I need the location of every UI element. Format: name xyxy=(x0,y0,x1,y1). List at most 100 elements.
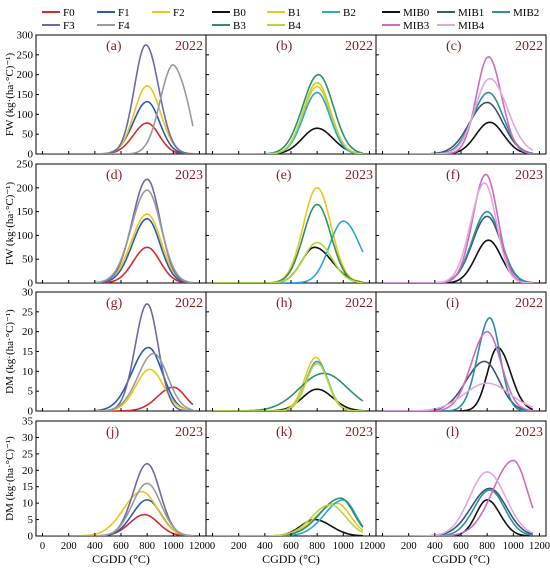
legend-entry-mib0: MIB0 xyxy=(382,7,430,19)
series-line-b3 xyxy=(212,73,364,154)
x-tick-label: 800 xyxy=(479,541,495,552)
x-tick-label: 0 xyxy=(210,541,215,552)
series-line-b3 xyxy=(212,497,364,536)
y-tick-label: 200 xyxy=(17,182,34,194)
y-tick-label: 150 xyxy=(17,89,34,101)
x-tick-label: 1200 xyxy=(359,541,380,552)
series-line-mib4 xyxy=(382,382,534,411)
y-tick-label: 0 xyxy=(28,149,34,161)
y-tick-label: 30 xyxy=(22,432,34,444)
panel-h: (h) 2022 xyxy=(205,291,377,412)
panel-b: (b) 2022 xyxy=(205,34,377,155)
series-line-mib1 xyxy=(382,487,534,536)
series-line-f4 xyxy=(42,352,194,411)
series-line-f1 xyxy=(42,100,193,154)
series-line-mib1 xyxy=(382,360,533,411)
panel-i: (i) 2022 xyxy=(375,291,547,412)
series-line-b4 xyxy=(212,504,364,536)
x-tick-label: 1000 xyxy=(503,541,524,552)
legend-label: B2 xyxy=(343,7,356,19)
x-tick-label: 400 xyxy=(87,541,103,552)
series-line-f0 xyxy=(42,122,193,154)
y-tick-label: 50 xyxy=(22,129,34,141)
series-group xyxy=(42,178,193,283)
series-line-mib3 xyxy=(382,330,534,411)
panel-year: 2022 xyxy=(175,39,203,54)
y-tick-label: 20 xyxy=(22,326,34,338)
legend-label: B0 xyxy=(233,7,246,19)
x-tick-label: 400 xyxy=(257,541,273,552)
series-group xyxy=(382,173,533,283)
series-line-b1 xyxy=(212,85,363,154)
panel-year: 2022 xyxy=(345,296,373,311)
series-line-b4 xyxy=(212,81,363,154)
series-line-mib3 xyxy=(382,173,533,283)
series-line-mib4 xyxy=(382,471,534,536)
series-line-f4 xyxy=(42,64,194,154)
series-line-b0 xyxy=(212,388,363,411)
panel-year: 2022 xyxy=(515,296,543,311)
legend-label: MIB2 xyxy=(513,7,539,19)
panel-label: (h) xyxy=(276,296,293,311)
y-tick-label: 30 xyxy=(22,287,34,299)
legend-entry-f3: F3 xyxy=(42,20,75,32)
y-tick-label: 50 xyxy=(22,254,34,266)
y-tick-label: 10 xyxy=(22,366,34,378)
series-line-f2 xyxy=(42,213,193,283)
legend-label: B3 xyxy=(233,20,246,32)
panel-year: 2023 xyxy=(515,425,543,440)
legend-label: MIB0 xyxy=(403,7,430,19)
series-line-f1 xyxy=(42,217,193,283)
panel-year: 2022 xyxy=(345,39,373,54)
y-tick-label: 15 xyxy=(22,346,34,358)
x-tick-label: 400 xyxy=(427,541,443,552)
y-tick-label: 250 xyxy=(17,49,34,61)
panel-year: 2023 xyxy=(345,425,373,440)
series-line-b0 xyxy=(212,127,363,154)
series-group xyxy=(42,44,194,154)
y-tick-label: 0 xyxy=(28,406,34,418)
series-line-mib2 xyxy=(382,91,534,154)
panel-label: (e) xyxy=(276,168,292,183)
x-tick-label: 200 xyxy=(401,541,417,552)
series-line-mib2 xyxy=(382,489,533,536)
y-tick-label: 25 xyxy=(22,306,34,318)
x-tick-label: 600 xyxy=(113,541,129,552)
legend-label: MIB1 xyxy=(458,7,484,19)
y-axis-label: FW (kg·(ha·°C)⁻¹) xyxy=(4,53,16,137)
x-tick-label: 0 xyxy=(40,541,45,552)
legend-entry-f4: F4 xyxy=(97,20,130,32)
legend-label: MIB3 xyxy=(403,20,430,32)
legend-label: F1 xyxy=(118,7,130,19)
series-group xyxy=(212,187,364,283)
panel-label: (g) xyxy=(106,296,123,311)
series-line-mib4 xyxy=(382,182,533,283)
panel-label: (f) xyxy=(446,168,460,183)
panel-f: (f) 2023 xyxy=(375,163,547,284)
legend-entry-b4: B4 xyxy=(267,20,301,32)
x-tick-label: 0 xyxy=(380,541,385,552)
legend-label: B1 xyxy=(288,7,301,19)
legend-label: F2 xyxy=(173,7,185,19)
panel-label: (j) xyxy=(106,425,120,440)
y-tick-label: 150 xyxy=(17,206,34,218)
legend-entry-b2: B2 xyxy=(322,7,356,19)
panel-label: (d) xyxy=(106,168,123,183)
series-line-f0 xyxy=(42,246,193,283)
x-tick-label: 1000 xyxy=(163,541,184,552)
x-tick-label: 1200 xyxy=(529,541,550,552)
series-line-f3 xyxy=(42,44,193,154)
panel-label: (k) xyxy=(276,425,293,440)
legend-f: F0 F1 F2 F3 F4 xyxy=(42,7,185,32)
panel-l: 0 200 400 600 800 1000 1200 (l) 2023 CGDD (°C) xyxy=(375,420,550,566)
panel-d: 0 50 100 150 200 250 (d) 2023 FW (kg·(ha·°C)⁻¹) xyxy=(4,159,207,290)
x-axis-label: CGDD (°C) xyxy=(92,552,150,566)
legend-entry-b1: B1 xyxy=(267,7,301,19)
y-tick-label: 5 xyxy=(28,514,34,526)
series-line-mib0 xyxy=(382,121,533,154)
legend-entry-mib3: MIB3 xyxy=(382,20,430,32)
series-line-b4 xyxy=(212,362,363,411)
y-tick-label: 20 xyxy=(22,465,34,477)
y-tick-label: 0 xyxy=(28,531,34,543)
series-line-b3 xyxy=(212,203,364,283)
